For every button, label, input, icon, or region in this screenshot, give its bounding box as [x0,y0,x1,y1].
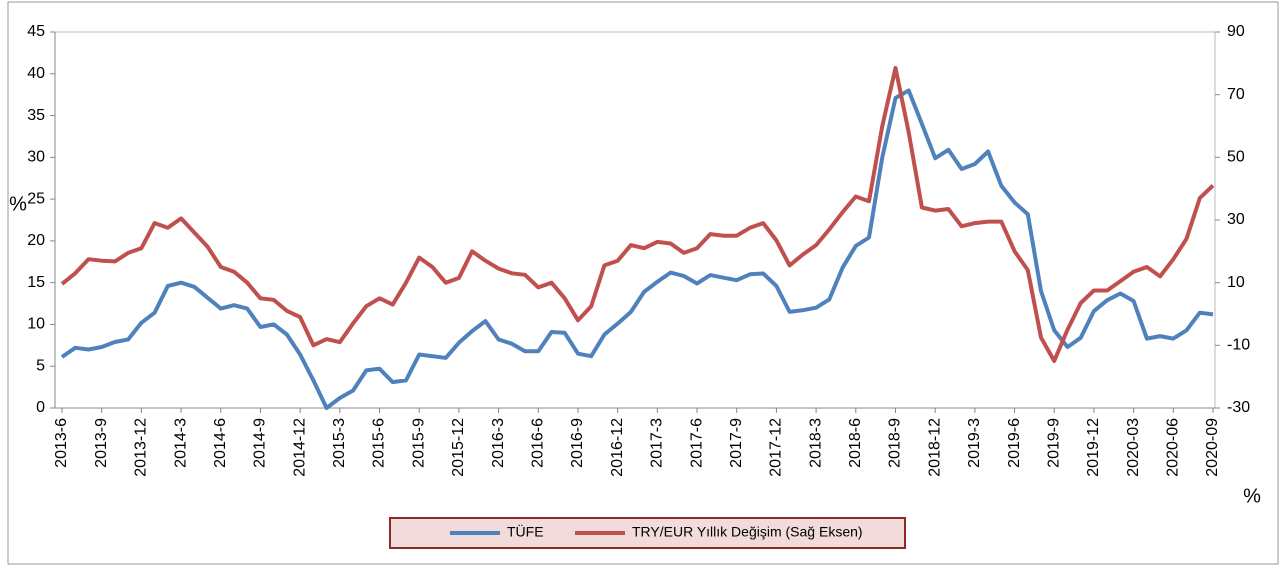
y-tick-label: 35 [27,107,45,124]
x-tick-label: 2018-9 [887,418,904,468]
x-tick-label: 2019-9 [1045,418,1062,468]
x-tick-label: 2017-12 [768,418,785,477]
y-tick-label: 20 [27,232,45,249]
x-tick-label: 2020-09 [1204,418,1221,477]
y-tick-label: 15 [27,274,45,291]
y2-tick-label: 50 [1227,149,1245,166]
x-tick-label: 2019-6 [1006,418,1023,468]
x-tick-label: 2016-3 [490,418,507,468]
x-tick-label: 2017-9 [728,418,745,468]
y2-tick-label: 30 [1227,211,1245,228]
y-tick-label: 25 [27,190,45,207]
y-tick-label: 0 [36,399,45,416]
x-tick-label: 2014-6 [212,418,229,468]
x-tick-label: 2019-12 [1085,418,1102,477]
x-tick-label: 2015-3 [331,418,348,468]
x-tick-label: 2014-12 [291,418,308,477]
x-tick-label: 2013-6 [53,418,70,468]
x-tick-label: 2016-9 [569,418,586,468]
x-tick-label: 2013-9 [93,418,110,468]
x-tick-label: 2018-3 [807,418,824,468]
y2-tick-label: -10 [1227,337,1250,354]
x-tick-label: 2017-3 [649,418,666,468]
y-tick-label: 30 [27,149,45,166]
y-tick-label: 5 [36,357,45,374]
x-tick-label: 2018-12 [926,418,943,477]
x-tick-label: 2020-03 [1125,418,1142,477]
x-tick-label: 2020-06 [1165,418,1182,477]
x-tick-label: 2013-12 [133,418,150,477]
x-tick-label: 2016-12 [609,418,626,477]
legend-label: TRY/EUR Yıllık Değişim (Sağ Eksen) [632,524,863,540]
line-series [60,66,1215,363]
x-tick-label: 2014-9 [252,418,269,468]
x-tick-label: 2016-6 [529,418,546,468]
y2-tick-label: 70 [1227,86,1245,103]
y-tick-label: 10 [27,316,45,333]
y-tick-label: 45 [27,23,45,40]
x-tick-label: 2019-3 [966,418,983,468]
x-tick-label: 2017-6 [688,418,705,468]
x-tick-label: 2015-6 [371,418,388,468]
line-series [60,88,1214,410]
y-axis-label: % [9,193,27,215]
x-tick-label: 2018-6 [847,418,864,468]
y2-axis-label: % [1243,485,1261,507]
y2-tick-label: 10 [1227,274,1245,291]
x-tick-label: 2015-12 [450,418,467,477]
y2-tick-label: 90 [1227,23,1245,40]
y2-tick-label: -30 [1227,399,1250,416]
x-tick-label: 2015-9 [410,418,427,468]
legend-label: TÜFE [507,523,544,540]
y-tick-label: 40 [27,65,45,82]
chart-frame [7,1,1279,565]
x-tick-label: 2014-3 [172,418,189,468]
